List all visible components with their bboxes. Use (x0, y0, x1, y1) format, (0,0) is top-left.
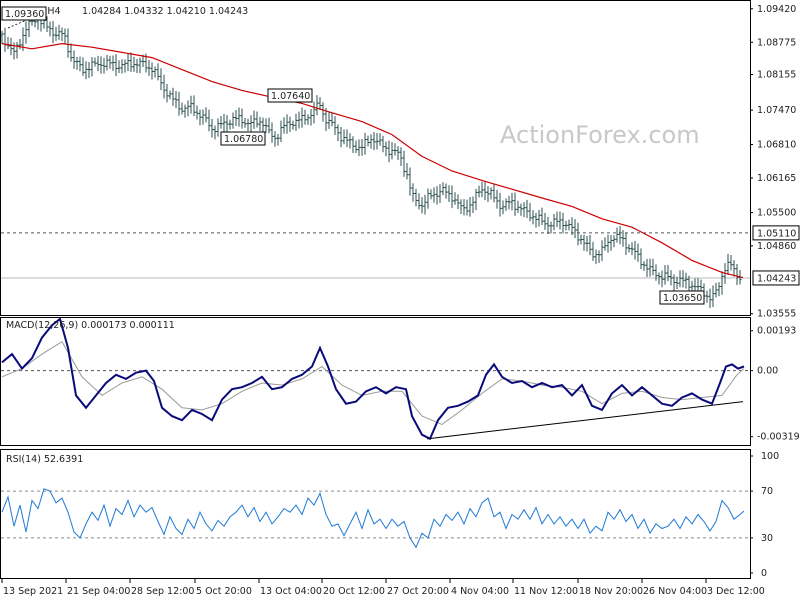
rsi-line (1, 488, 745, 549)
price-series: 1.09360 1.07640 1.06780 1.03650 (0, 6, 750, 309)
rsi-axis-tick-label: 100 (761, 451, 779, 462)
macd-panel: MACD(12,26,9) 0.000173 0.000111 0.001930… (0, 317, 800, 446)
current-price-frame (752, 270, 800, 286)
price-watermark: ActionForex.com (500, 121, 700, 149)
time-axis-tick-label: 18 Nov 20:00 (579, 586, 643, 597)
macd-line (1, 317, 745, 441)
rsi-axis-tick-label: 30 (761, 533, 773, 544)
resistance-level-label: 1.05110 (757, 228, 796, 239)
macd-axis-tick-label: -0.003195 (757, 432, 800, 443)
price-annotation: 1.09360 (1, 6, 47, 21)
ohlc-bars (0, 11, 742, 309)
macd-panel-frame (0, 317, 751, 446)
rsi-axis-tick-label: 70 (761, 486, 773, 497)
price-annotation: 1.07640 (267, 88, 313, 103)
time-axis-tick-label: 28 Sep 12:00 (131, 586, 194, 597)
price-axis: 1.09420 1.08775 1.08155 1.07470 1.06810 1.061… (750, 4, 800, 320)
price-axis-tick-label: 1.04860 (757, 241, 796, 252)
time-axis-tick-label: 27 Oct 20:00 (387, 586, 449, 597)
rsi-panel-frame (0, 449, 751, 579)
resistance-level-frame (752, 225, 800, 241)
price-axis-tick-label: 1.08775 (757, 37, 796, 48)
time-axis-tick-label: 20 Oct 12:00 (323, 586, 385, 597)
price-axis-tick-label: 1.05500 (757, 208, 796, 219)
price-annotation-frame (220, 131, 266, 146)
price-axis-tick-label: 1.03555 (757, 309, 796, 320)
time-axis-tick-label: 21 Sep 04:00 (67, 586, 130, 597)
time-axis-tick-label: 11 Nov 12:00 (514, 586, 578, 597)
time-axis-tick-label: 4 Nov 04:00 (451, 586, 509, 597)
price-annotation-label: 1.06780 (224, 134, 263, 145)
macd-axis: 0.00193 0.00 -0.003195 (750, 326, 800, 443)
rsi-series (1, 488, 750, 549)
price-panel: ActionForex.com EURCHF,H4 1.04284 1.0433… (0, 0, 800, 320)
price-panel-frame (0, 0, 751, 316)
price-annotation-frame (267, 88, 313, 103)
macd-label: MACD(12,26,9) 0.000173 0.000111 (6, 320, 175, 331)
price-axis-tick-label: 1.07470 (757, 105, 796, 116)
rsi-label: RSI(14) 52.6391 (6, 454, 83, 465)
rsi-axis-tick-label: 0 (761, 568, 767, 579)
price-axis-tick-label: 1.06165 (757, 173, 796, 184)
time-axis: 13 Sep 2021 21 Sep 04:00 28 Sep 12:00 5 Oct… (1, 579, 765, 597)
rsi-panel: RSI(14) 52.6391 100 70 30 0 (0, 449, 779, 579)
time-axis-tick-label: 13 Oct 04:00 (260, 586, 322, 597)
price-axis-tick-label: 1.08155 (757, 70, 796, 81)
price-annotation-label: 1.03650 (663, 293, 702, 304)
macd-axis-tick-label: 0.00193 (757, 326, 796, 337)
price-annotation: 1.06780 (220, 131, 266, 146)
time-axis-tick-label: 13 Sep 2021 (3, 586, 63, 597)
rsi-axis: 100 70 30 0 (750, 451, 779, 579)
price-axis-tick-label: 1.06810 (757, 139, 796, 150)
price-annotation: 1.03650 (659, 290, 705, 305)
price-header-ohlc: 1.04284 1.04332 1.04210 1.04243 (82, 6, 248, 17)
price-annotation-frame (659, 290, 705, 305)
current-price-label: 1.04243 (757, 273, 796, 284)
time-axis-tick-label: 26 Nov 04:00 (643, 586, 707, 597)
price-annotation-label: 1.07640 (271, 91, 310, 102)
macd-series (1, 317, 750, 441)
time-axis-tick-label: 5 Oct 20:00 (196, 586, 252, 597)
price-annotation-label: 1.09360 (5, 9, 44, 20)
macd-trendline (426, 401, 744, 440)
current-price-box: 1.04243 (752, 270, 800, 286)
time-axis-tick-label: 3 Dec 12:00 (707, 586, 765, 597)
moving-average-line (1, 42, 744, 279)
macd-axis-tick-label: 0.00 (757, 366, 778, 377)
price-annotation-frame (1, 6, 47, 21)
price-axis-tick-label: 1.09420 (757, 4, 796, 15)
resistance-level-box: 1.05110 (752, 225, 800, 241)
